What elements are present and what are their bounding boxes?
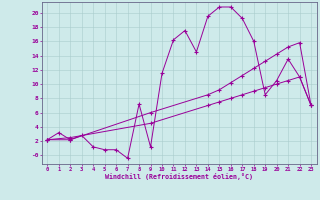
X-axis label: Windchill (Refroidissement éolien,°C): Windchill (Refroidissement éolien,°C) (105, 173, 253, 180)
